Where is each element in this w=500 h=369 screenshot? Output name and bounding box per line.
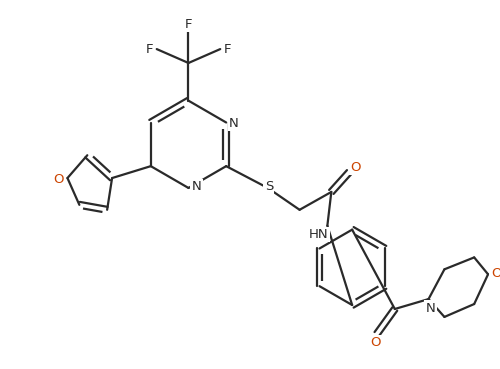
Text: O: O [370, 336, 381, 349]
Text: N: N [229, 117, 239, 130]
Text: O: O [54, 173, 64, 186]
Text: F: F [146, 42, 154, 56]
Text: S: S [264, 180, 273, 193]
Text: HN: HN [308, 228, 328, 241]
Text: F: F [224, 42, 231, 56]
Text: O: O [491, 267, 500, 280]
Text: O: O [350, 161, 360, 174]
Text: F: F [184, 18, 192, 31]
Text: N: N [426, 301, 436, 314]
Text: N: N [192, 180, 202, 193]
